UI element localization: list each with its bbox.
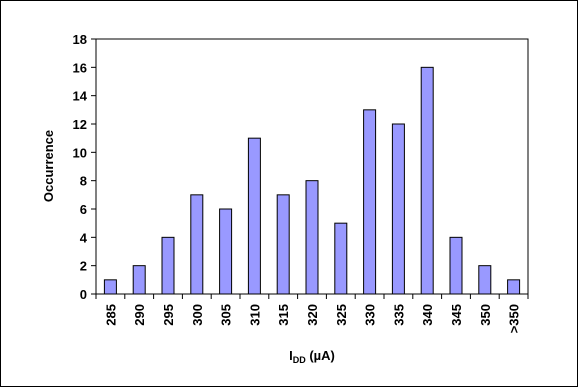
y-tick-label: 8 xyxy=(80,174,87,189)
y-axis-title: Occurrence xyxy=(41,130,56,202)
y-tick-label: 16 xyxy=(73,60,87,75)
bar-310 xyxy=(247,137,261,295)
x-axis-title-unit: (µA) xyxy=(306,348,335,363)
bar-300 xyxy=(190,194,204,295)
y-tick-label: 18 xyxy=(73,32,87,47)
bar-285 xyxy=(103,279,117,295)
bars-group xyxy=(103,66,521,295)
y-tick-label: 12 xyxy=(73,117,87,132)
x-tick-label: 325 xyxy=(334,304,349,326)
y-tick-marks xyxy=(91,38,96,295)
x-tick-label: 350 xyxy=(478,304,493,326)
bar-330 xyxy=(363,109,377,295)
x-tick-label: 290 xyxy=(132,304,147,326)
y-tick-label: 10 xyxy=(73,145,87,160)
x-axis-title-main: I xyxy=(289,348,293,363)
bar-320 xyxy=(305,180,319,295)
bar-350 xyxy=(478,265,492,295)
y-tick-label: 4 xyxy=(80,230,88,245)
x-tick-label: 345 xyxy=(449,304,464,326)
bar-345 xyxy=(449,236,463,295)
y-tick-label: 0 xyxy=(80,287,87,302)
bar-315 xyxy=(276,194,290,295)
x-tick-label: 305 xyxy=(219,304,234,326)
x-tick-label: 295 xyxy=(161,304,176,326)
x-axis-title-subscript: DD xyxy=(293,355,306,365)
bar-325 xyxy=(334,222,348,295)
bar-gt350 xyxy=(507,279,521,295)
x-tick-label: 340 xyxy=(420,304,435,326)
bar-290 xyxy=(132,265,146,295)
y-tick-labels: 0 2 4 6 8 10 12 14 16 18 xyxy=(73,32,88,302)
bar-335 xyxy=(391,123,405,295)
x-tick-labels: 285 290 295 300 305 310 315 320 325 330 335 340 345 3… xyxy=(103,304,521,333)
bar-295 xyxy=(161,236,175,295)
y-tick-label: 2 xyxy=(80,259,87,274)
x-tick-label: 335 xyxy=(391,304,406,326)
x-tick-marks xyxy=(95,294,529,299)
x-tick-label: 300 xyxy=(190,304,205,326)
x-tick-label: >350 xyxy=(507,304,522,333)
x-tick-label: 285 xyxy=(103,304,118,326)
x-tick-label: 330 xyxy=(363,304,378,326)
y-tick-label: 6 xyxy=(80,202,87,217)
y-tick-label: 14 xyxy=(73,89,88,104)
x-tick-label: 315 xyxy=(276,304,291,326)
x-tick-label: 320 xyxy=(305,304,320,326)
x-axis-title: IDD (µA) xyxy=(289,348,335,365)
bar-305 xyxy=(219,208,233,295)
bar-340 xyxy=(420,66,434,295)
x-tick-label: 310 xyxy=(247,304,262,326)
